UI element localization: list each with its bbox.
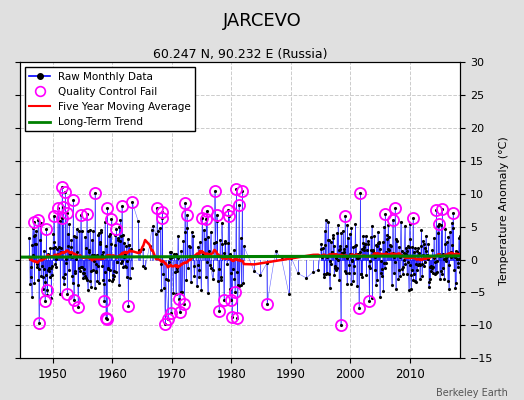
Text: Berkeley Earth: Berkeley Earth [436,388,508,398]
Legend: Raw Monthly Data, Quality Control Fail, Five Year Moving Average, Long-Term Tren: Raw Monthly Data, Quality Control Fail, … [25,67,195,131]
Y-axis label: Temperature Anomaly (°C): Temperature Anomaly (°C) [499,136,509,284]
Text: JARCEVO: JARCEVO [223,12,301,30]
Title: 60.247 N, 90.232 E (Russia): 60.247 N, 90.232 E (Russia) [153,48,328,61]
